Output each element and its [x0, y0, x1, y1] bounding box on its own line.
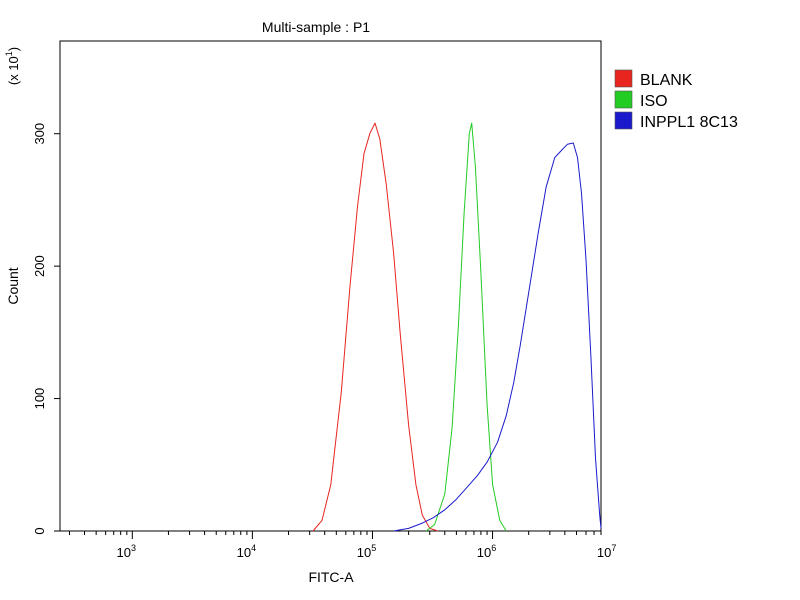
x-tick-exponent: 3 [131, 543, 136, 553]
x-axis-label: FITC-A [308, 569, 354, 585]
y-multiplier-exponent: 1 [4, 51, 14, 56]
legend-swatch [614, 90, 633, 109]
y-tick-label: 100 [32, 388, 47, 410]
y-tick-label: 200 [32, 255, 47, 277]
x-tick-label: 103 [117, 543, 136, 560]
chart-title: Multi-sample : P1 [262, 19, 370, 35]
y-axis: 0 100 200 300 [32, 123, 60, 535]
x-tick-exponent: 5 [371, 543, 376, 553]
legend-label: INPPL1 8C13 [640, 114, 738, 131]
y-axis-label: Count [5, 267, 21, 304]
x-tick-base: 10 [477, 545, 491, 560]
x-tick-exponent: 6 [491, 543, 496, 553]
y-multiplier-close: ) [6, 47, 21, 51]
histogram-curves [312, 122, 602, 532]
x-tick-base: 10 [357, 545, 371, 560]
series-curve-blank [312, 122, 438, 532]
x-tick-base: 10 [237, 545, 251, 560]
y-tick-label: 300 [32, 123, 47, 145]
y-multiplier-label: (x 101) [4, 47, 21, 85]
y-tick-label: 0 [32, 527, 47, 534]
x-axis: 103 104 105 106 107 [69, 531, 616, 560]
plot-frame [59, 40, 602, 532]
legend-swatch [614, 111, 633, 130]
x-tick-label: 106 [477, 543, 496, 560]
x-tick-exponent: 7 [611, 543, 616, 553]
series-curve-iso [425, 122, 507, 532]
x-tick-base: 10 [117, 545, 131, 560]
x-tick-exponent: 4 [251, 543, 256, 553]
x-tick-base: 10 [597, 545, 611, 560]
x-tick-label: 104 [237, 543, 256, 560]
x-tick-label: 105 [357, 543, 376, 560]
y-multiplier-prefix: (x 10 [6, 56, 21, 85]
legend-label: ISO [640, 93, 668, 110]
legend: BLANK ISO INPPL1 8C13 [614, 69, 738, 131]
series-curve-inppl1-8c13 [393, 142, 602, 532]
legend-swatch [614, 69, 633, 88]
legend-label: BLANK [640, 72, 693, 89]
x-tick-label: 107 [597, 543, 616, 560]
